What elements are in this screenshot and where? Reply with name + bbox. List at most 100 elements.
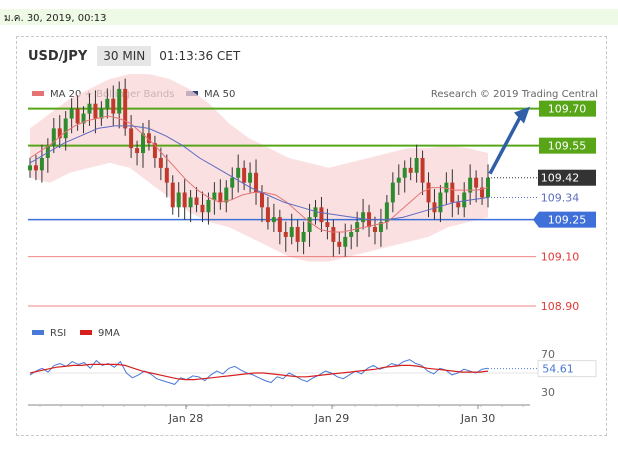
- pivot-tag: [533, 211, 596, 228]
- candle-body: [301, 231, 306, 242]
- candle-body: [384, 202, 389, 223]
- candle-body: [438, 192, 443, 213]
- candle-body: [248, 172, 253, 183]
- candle-body: [396, 177, 401, 183]
- candle-body: [33, 165, 38, 171]
- x-tick-label: Jan 29: [314, 412, 349, 425]
- candle-body: [218, 192, 223, 203]
- candle-body: [468, 177, 473, 193]
- ma20-legend-swatch: [32, 91, 44, 96]
- candle-body: [206, 199, 211, 213]
- candle-body: [277, 217, 282, 232]
- candle-body: [99, 108, 104, 119]
- candle-body: [224, 187, 229, 203]
- candle-body: [111, 98, 116, 114]
- symbol-label: USD/JPY: [28, 48, 88, 64]
- candle-body: [141, 133, 146, 154]
- bollinger-band: [30, 74, 488, 262]
- candle-body: [87, 103, 92, 114]
- candle-body: [402, 167, 407, 178]
- candle-body: [69, 108, 74, 119]
- rsi-ma-legend-swatch: [80, 330, 92, 335]
- rsi-legend-swatch: [32, 330, 44, 335]
- forecast-arrow-head: [514, 106, 530, 124]
- candle-body: [200, 204, 205, 213]
- candle-body: [390, 182, 395, 203]
- candle-body: [39, 157, 44, 171]
- last-price-label: 109.42: [541, 172, 580, 185]
- support-label: 109.10: [541, 251, 580, 264]
- candle-body: [307, 217, 312, 232]
- candle-body: [194, 197, 199, 205]
- date-text: ม.ค. 30, 2019, 00:13: [4, 13, 107, 24]
- resistance-label: 109.55: [548, 140, 587, 153]
- candle-body: [349, 231, 354, 237]
- candle-body: [426, 182, 431, 203]
- candle-body: [212, 192, 217, 200]
- candle-body: [45, 145, 50, 158]
- rsi-last-label: 54.61: [542, 363, 574, 376]
- candle-body: [146, 133, 151, 144]
- date-bar: ม.ค. 30, 2019, 00:13: [0, 9, 618, 25]
- candle-body: [378, 222, 383, 232]
- candle-body: [444, 182, 449, 193]
- candle-body: [123, 88, 128, 129]
- candle-body: [152, 143, 157, 158]
- timeframe-label[interactable]: 30 MIN: [97, 46, 152, 66]
- candle-body: [480, 187, 485, 198]
- candle-body: [265, 207, 270, 223]
- rsi-last-tag: [537, 360, 597, 378]
- candle-body: [313, 207, 318, 218]
- candle-body: [176, 192, 181, 208]
- candle-body: [75, 108, 80, 124]
- resistance-tag: [539, 100, 596, 117]
- candle-body: [474, 177, 479, 188]
- ma20-line: [29, 115, 489, 233]
- candle-body: [164, 167, 169, 183]
- ma50-line: [29, 125, 489, 221]
- candle-body: [355, 222, 360, 232]
- ma50-legend-label: MA 50: [204, 89, 235, 100]
- candle-body: [361, 212, 366, 223]
- candle-body: [57, 128, 62, 139]
- rsi-ma-line: [29, 363, 489, 381]
- candle-body: [450, 182, 455, 203]
- candle-body: [414, 157, 419, 173]
- candle-body: [462, 192, 467, 208]
- forecast-arrow-shaft: [488, 112, 524, 175]
- resistance-label: 109.70: [548, 103, 587, 116]
- candle-body: [408, 167, 413, 173]
- last-price-tag: [538, 169, 596, 186]
- candle-body: [105, 98, 110, 109]
- x-tick-label: Jan 30: [460, 412, 495, 425]
- candle-body: [319, 207, 324, 223]
- candle-body: [325, 222, 330, 228]
- candle-body: [28, 165, 32, 171]
- candle-body: [81, 113, 86, 124]
- candle-body: [135, 148, 140, 154]
- candle-body: [51, 128, 56, 146]
- candle-body: [242, 167, 247, 183]
- time-label: 01:13:36 CET: [159, 49, 241, 63]
- rsi-ma-legend-label: 9MA: [98, 328, 120, 339]
- candle-body: [289, 227, 294, 237]
- candle-body: [420, 157, 425, 183]
- candle-body: [182, 192, 187, 208]
- candle-body: [63, 118, 68, 139]
- candle-body: [331, 227, 336, 242]
- candle-body: [283, 231, 288, 237]
- resistance-tag: [539, 137, 596, 154]
- candle-body: [372, 227, 377, 232]
- rsi-tick-label: 30: [541, 386, 555, 399]
- candle-body: [343, 236, 348, 247]
- credit-label: Research © 2019 Trading Central: [431, 89, 598, 100]
- candle-body: [271, 217, 276, 223]
- chart-header: USD/JPY 30 MIN 01:13:36 CET: [28, 45, 240, 67]
- candle-body: [93, 103, 98, 119]
- chart-frame: [16, 36, 607, 436]
- support-label: 108.90: [541, 300, 580, 313]
- candle-body: [337, 241, 342, 247]
- pivot-label: 109.25: [548, 214, 587, 227]
- rsi-line: [29, 359, 489, 385]
